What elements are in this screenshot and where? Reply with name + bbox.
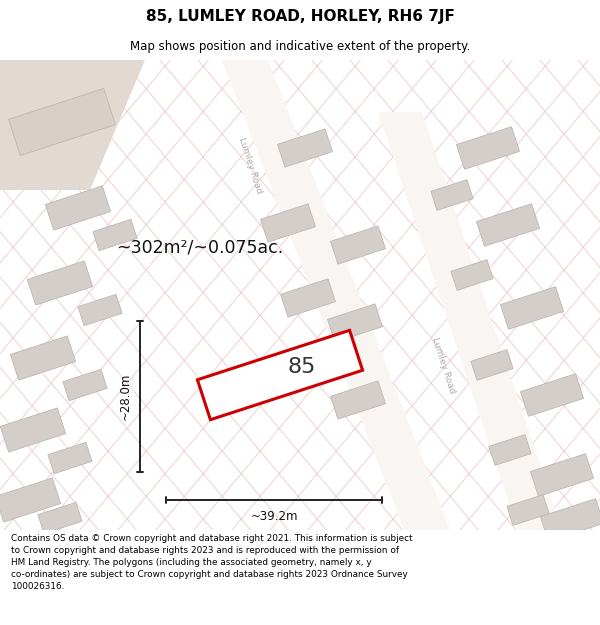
Polygon shape (489, 434, 531, 466)
Polygon shape (471, 349, 513, 381)
Text: Contains OS data © Crown copyright and database right 2021. This information is : Contains OS data © Crown copyright and d… (11, 534, 412, 591)
Polygon shape (222, 60, 450, 530)
Polygon shape (197, 330, 362, 420)
Text: Lumley Road: Lumley Road (430, 336, 457, 394)
Polygon shape (328, 304, 382, 342)
Polygon shape (331, 381, 385, 419)
Polygon shape (63, 369, 107, 401)
Polygon shape (431, 179, 473, 211)
Polygon shape (541, 499, 600, 541)
Polygon shape (378, 112, 562, 530)
Polygon shape (38, 503, 82, 534)
Polygon shape (500, 287, 563, 329)
Polygon shape (10, 336, 76, 380)
Polygon shape (451, 259, 493, 291)
Polygon shape (278, 129, 332, 167)
Polygon shape (27, 261, 93, 305)
Text: ~302m²/~0.075ac.: ~302m²/~0.075ac. (116, 239, 284, 257)
Text: ~39.2m: ~39.2m (250, 511, 298, 524)
Polygon shape (260, 204, 316, 242)
Polygon shape (476, 204, 539, 246)
Polygon shape (45, 186, 111, 230)
Polygon shape (8, 89, 115, 156)
Polygon shape (331, 226, 385, 264)
Polygon shape (520, 374, 584, 416)
Text: Map shows position and indicative extent of the property.: Map shows position and indicative extent… (130, 40, 470, 53)
Text: ~28.0m: ~28.0m (119, 372, 131, 420)
Polygon shape (0, 408, 66, 452)
Polygon shape (281, 279, 335, 317)
Polygon shape (78, 294, 122, 326)
Polygon shape (93, 219, 137, 251)
Polygon shape (48, 442, 92, 474)
Polygon shape (0, 478, 61, 522)
Text: 85: 85 (288, 357, 316, 377)
Text: 85, LUMLEY ROAD, HORLEY, RH6 7JF: 85, LUMLEY ROAD, HORLEY, RH6 7JF (146, 9, 454, 24)
Text: Lumley Road: Lumley Road (236, 136, 263, 194)
Polygon shape (0, 60, 145, 190)
Polygon shape (457, 127, 520, 169)
Polygon shape (530, 454, 593, 496)
Polygon shape (507, 494, 549, 526)
